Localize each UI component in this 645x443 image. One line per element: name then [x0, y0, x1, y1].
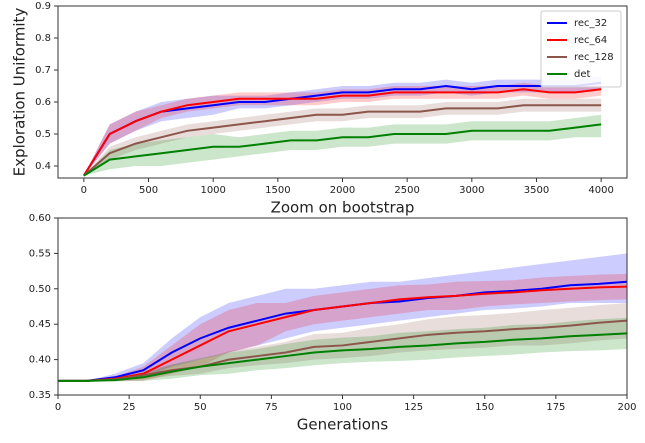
y-tick-label: 0.45 — [29, 319, 51, 330]
x-tick-label: 50 — [194, 402, 207, 413]
x-tick-label: 200 — [617, 402, 636, 413]
x-tick-label: 175 — [546, 402, 565, 413]
series-line — [58, 285, 628, 382]
legend-label: rec_128 — [574, 52, 614, 63]
x-tick-label: 25 — [123, 402, 136, 413]
y-tick-label: 0.35 — [29, 390, 51, 401]
x-tick-label: 150 — [475, 402, 494, 413]
series-line — [83, 88, 602, 177]
confidence-band — [58, 273, 627, 381]
x-tick-label: 0 — [81, 185, 87, 196]
legend-label: rec_64 — [574, 35, 607, 46]
x-tick-label: 3000 — [459, 185, 484, 196]
plot-frame — [57, 217, 628, 396]
x-tick-label: 4000 — [588, 185, 613, 196]
legend-label: det — [574, 69, 591, 80]
y-tick-label: 0.60 — [29, 213, 51, 224]
x-tick-label: 1000 — [200, 185, 225, 196]
y-tick-label: 0.50 — [29, 284, 51, 295]
plot-frame — [57, 5, 628, 179]
x-tick-label: 3500 — [524, 185, 549, 196]
y-tick-label: 0.5 — [35, 129, 51, 140]
x-tick-label: 75 — [265, 402, 278, 413]
confidence-band — [58, 302, 627, 381]
legend-label: rec_32 — [574, 18, 607, 29]
confidence-band — [58, 253, 627, 381]
x-tick-label: 0 — [55, 402, 61, 413]
y-tick-label: 0.40 — [29, 355, 51, 366]
y-tick-label: 0.8 — [35, 33, 51, 44]
x-tick-label: 100 — [333, 402, 352, 413]
x-tick-label: 500 — [139, 185, 158, 196]
x-axis-label: Generations — [297, 416, 389, 434]
y-tick-label: 0.6 — [35, 97, 51, 108]
series-line — [83, 104, 602, 177]
y-tick-label: 0.4 — [35, 161, 51, 172]
chart-title: Zoom on bootstrap — [271, 199, 415, 217]
x-tick-label: 125 — [404, 402, 423, 413]
legend-box — [540, 10, 622, 88]
x-tick-label: 2500 — [394, 185, 419, 196]
y-axis-label: Exploration Uniformity — [11, 8, 29, 177]
x-tick-label: 2000 — [330, 185, 355, 196]
y-tick-label: 0.55 — [29, 248, 51, 259]
y-tick-label: 0.9 — [35, 1, 51, 12]
series-line — [58, 332, 628, 382]
confidence-band — [83, 114, 602, 176]
series-line — [58, 319, 628, 382]
series-line — [83, 123, 602, 177]
y-tick-label: 0.7 — [35, 65, 51, 76]
series-line — [83, 81, 602, 177]
x-tick-label: 1500 — [265, 185, 290, 196]
